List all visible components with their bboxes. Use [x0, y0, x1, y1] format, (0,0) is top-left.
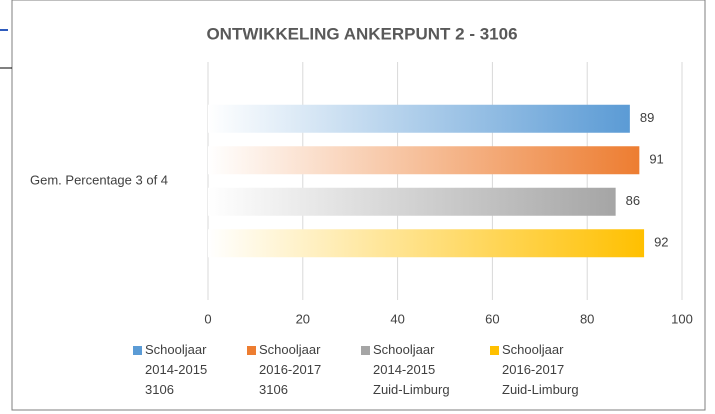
- bar: [208, 187, 616, 216]
- chart-title: ONTWIKKELING ANKERPUNT 2 - 3106: [206, 24, 517, 43]
- bar: [208, 229, 645, 258]
- legend-swatch: [490, 346, 499, 355]
- data-label: 86: [626, 193, 640, 208]
- legend-label: Schooljaar 2014-2015 3106: [145, 342, 208, 397]
- x-tick-label: 20: [296, 311, 310, 326]
- data-label: 92: [654, 235, 668, 250]
- legend-label: Schooljaar 2016-2017 3106: [259, 342, 322, 397]
- x-tick-label: 0: [204, 311, 211, 326]
- legend-swatch: [133, 346, 142, 355]
- legend-label: Schooljaar 2016-2017 Zuid-Limburg: [502, 342, 579, 397]
- x-tick-label: 100: [671, 311, 693, 326]
- data-label: 91: [649, 152, 663, 167]
- legend-label: Schooljaar 2014-2015 Zuid-Limburg: [373, 342, 450, 397]
- x-tick-label: 80: [580, 311, 594, 326]
- bar: [208, 146, 640, 175]
- bar: [208, 104, 630, 133]
- x-tick-label: 40: [390, 311, 404, 326]
- data-label: 89: [640, 110, 654, 125]
- legend-swatch: [361, 346, 370, 355]
- x-tick-label: 60: [485, 311, 499, 326]
- legend-swatch: [247, 346, 256, 355]
- category-label: Gem. Percentage 3 of 4: [30, 172, 168, 187]
